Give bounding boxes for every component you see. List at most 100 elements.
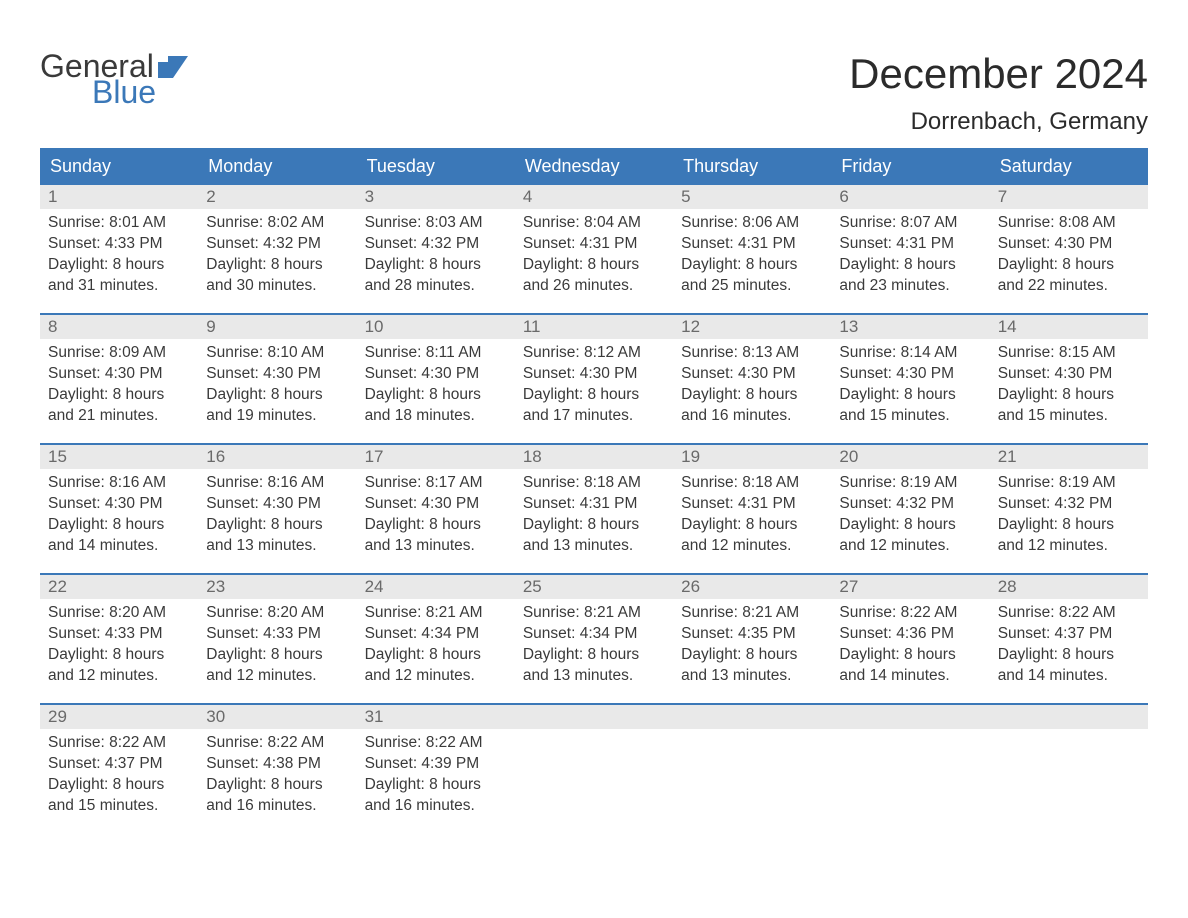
day-body: Sunrise: 8:21 AMSunset: 4:34 PMDaylight:… [515, 599, 673, 695]
day-number: 9 [206, 317, 215, 336]
day-number: 27 [839, 577, 858, 596]
day-number-row: 28 [990, 575, 1148, 599]
daylight-line: Daylight: 8 hours and 15 minutes. [48, 775, 190, 817]
day-cell: 31Sunrise: 8:22 AMSunset: 4:39 PMDayligh… [357, 705, 515, 833]
day-cell: . [831, 705, 989, 833]
daylight-line: Daylight: 8 hours and 16 minutes. [206, 775, 348, 817]
day-cell: 12Sunrise: 8:13 AMSunset: 4:30 PMDayligh… [673, 315, 831, 443]
day-body: Sunrise: 8:16 AMSunset: 4:30 PMDaylight:… [198, 469, 356, 565]
daylight-line: Daylight: 8 hours and 12 minutes. [998, 515, 1140, 557]
daylight-line: Daylight: 8 hours and 14 minutes. [48, 515, 190, 557]
day-number-row: 12 [673, 315, 831, 339]
sunset-line: Sunset: 4:30 PM [523, 364, 665, 385]
location-label: Dorrenbach, Germany [849, 108, 1148, 136]
sunset-line: Sunset: 4:31 PM [839, 234, 981, 255]
day-cell: 15Sunrise: 8:16 AMSunset: 4:30 PMDayligh… [40, 445, 198, 573]
day-body [515, 729, 673, 741]
day-body: Sunrise: 8:22 AMSunset: 4:37 PMDaylight:… [990, 599, 1148, 695]
day-cell: 25Sunrise: 8:21 AMSunset: 4:34 PMDayligh… [515, 575, 673, 703]
month-title: December 2024 [849, 50, 1148, 98]
calendar: Sunday Monday Tuesday Wednesday Thursday… [40, 148, 1148, 833]
day-body: Sunrise: 8:18 AMSunset: 4:31 PMDaylight:… [673, 469, 831, 565]
day-cell: 14Sunrise: 8:15 AMSunset: 4:30 PMDayligh… [990, 315, 1148, 443]
day-number-row: 17 [357, 445, 515, 469]
day-body: Sunrise: 8:20 AMSunset: 4:33 PMDaylight:… [198, 599, 356, 695]
brand-word-blue: Blue [92, 76, 188, 108]
day-body: Sunrise: 8:09 AMSunset: 4:30 PMDaylight:… [40, 339, 198, 435]
sunrise-line: Sunrise: 8:21 AM [681, 603, 823, 624]
day-body [831, 729, 989, 741]
daylight-line: Daylight: 8 hours and 22 minutes. [998, 255, 1140, 297]
day-number-row: 26 [673, 575, 831, 599]
sunset-line: Sunset: 4:34 PM [523, 624, 665, 645]
day-number: 12 [681, 317, 700, 336]
daylight-line: Daylight: 8 hours and 13 minutes. [206, 515, 348, 557]
day-cell: 5Sunrise: 8:06 AMSunset: 4:31 PMDaylight… [673, 185, 831, 313]
sunrise-line: Sunrise: 8:09 AM [48, 343, 190, 364]
day-number: 20 [839, 447, 858, 466]
sunrise-line: Sunrise: 8:03 AM [365, 213, 507, 234]
day-number-row: . [831, 705, 989, 729]
day-header-saturday: Saturday [990, 148, 1148, 185]
day-body: Sunrise: 8:22 AMSunset: 4:37 PMDaylight:… [40, 729, 198, 825]
sunrise-line: Sunrise: 8:01 AM [48, 213, 190, 234]
day-cell: . [515, 705, 673, 833]
day-number: 28 [998, 577, 1017, 596]
day-body: Sunrise: 8:22 AMSunset: 4:38 PMDaylight:… [198, 729, 356, 825]
daylight-line: Daylight: 8 hours and 12 minutes. [839, 515, 981, 557]
day-cell: 29Sunrise: 8:22 AMSunset: 4:37 PMDayligh… [40, 705, 198, 833]
day-number: 5 [681, 187, 690, 206]
day-header-friday: Friday [831, 148, 989, 185]
sunset-line: Sunset: 4:39 PM [365, 754, 507, 775]
page-header: General Blue December 2024 Dorrenbach, G… [40, 50, 1148, 136]
day-number-row: 22 [40, 575, 198, 599]
sunrise-line: Sunrise: 8:13 AM [681, 343, 823, 364]
daylight-line: Daylight: 8 hours and 21 minutes. [48, 385, 190, 427]
sunset-line: Sunset: 4:30 PM [48, 494, 190, 515]
day-cell: 30Sunrise: 8:22 AMSunset: 4:38 PMDayligh… [198, 705, 356, 833]
day-number-row: 31 [357, 705, 515, 729]
daylight-line: Daylight: 8 hours and 13 minutes. [365, 515, 507, 557]
day-cell: 16Sunrise: 8:16 AMSunset: 4:30 PMDayligh… [198, 445, 356, 573]
day-number-row: 18 [515, 445, 673, 469]
day-cell: 8 Sunrise: 8:09 AMSunset: 4:30 PMDaylight… [40, 315, 198, 443]
day-number-row: 15 [40, 445, 198, 469]
sunset-line: Sunset: 4:31 PM [523, 234, 665, 255]
sunset-line: Sunset: 4:30 PM [681, 364, 823, 385]
day-body: Sunrise: 8:19 AMSunset: 4:32 PMDaylight:… [990, 469, 1148, 565]
sunset-line: Sunset: 4:31 PM [523, 494, 665, 515]
day-number: 19 [681, 447, 700, 466]
day-header-monday: Monday [198, 148, 356, 185]
day-body [673, 729, 831, 741]
daylight-line: Daylight: 8 hours and 26 minutes. [523, 255, 665, 297]
day-cell: 21Sunrise: 8:19 AMSunset: 4:32 PMDayligh… [990, 445, 1148, 573]
day-number: 4 [523, 187, 532, 206]
sunrise-line: Sunrise: 8:18 AM [681, 473, 823, 494]
day-cell: 10Sunrise: 8:11 AMSunset: 4:30 PMDayligh… [357, 315, 515, 443]
day-cell: 7Sunrise: 8:08 AMSunset: 4:30 PMDaylight… [990, 185, 1148, 313]
sunset-line: Sunset: 4:30 PM [48, 364, 190, 385]
daylight-line: Daylight: 8 hours and 17 minutes. [523, 385, 665, 427]
day-number-row: 13 [831, 315, 989, 339]
day-body: Sunrise: 8:14 AMSunset: 4:30 PMDaylight:… [831, 339, 989, 435]
sunrise-line: Sunrise: 8:07 AM [839, 213, 981, 234]
day-number: 8 [48, 317, 57, 336]
day-cell: 24Sunrise: 8:21 AMSunset: 4:34 PMDayligh… [357, 575, 515, 703]
daylight-line: Daylight: 8 hours and 19 minutes. [206, 385, 348, 427]
sunset-line: Sunset: 4:30 PM [365, 364, 507, 385]
sunset-line: Sunset: 4:31 PM [681, 234, 823, 255]
daylight-line: Daylight: 8 hours and 12 minutes. [206, 645, 348, 687]
day-header-thursday: Thursday [673, 148, 831, 185]
day-number: 24 [365, 577, 384, 596]
sunset-line: Sunset: 4:38 PM [206, 754, 348, 775]
day-number: 18 [523, 447, 542, 466]
sunset-line: Sunset: 4:30 PM [839, 364, 981, 385]
day-number-row: 4 [515, 185, 673, 209]
sunset-line: Sunset: 4:30 PM [365, 494, 507, 515]
day-number: 11 [523, 317, 541, 336]
brand-logo: General Blue [40, 50, 188, 108]
day-cell: 22Sunrise: 8:20 AMSunset: 4:33 PMDayligh… [40, 575, 198, 703]
sunset-line: Sunset: 4:31 PM [681, 494, 823, 515]
day-number-row: 14 [990, 315, 1148, 339]
day-cell: 4Sunrise: 8:04 AMSunset: 4:31 PMDaylight… [515, 185, 673, 313]
